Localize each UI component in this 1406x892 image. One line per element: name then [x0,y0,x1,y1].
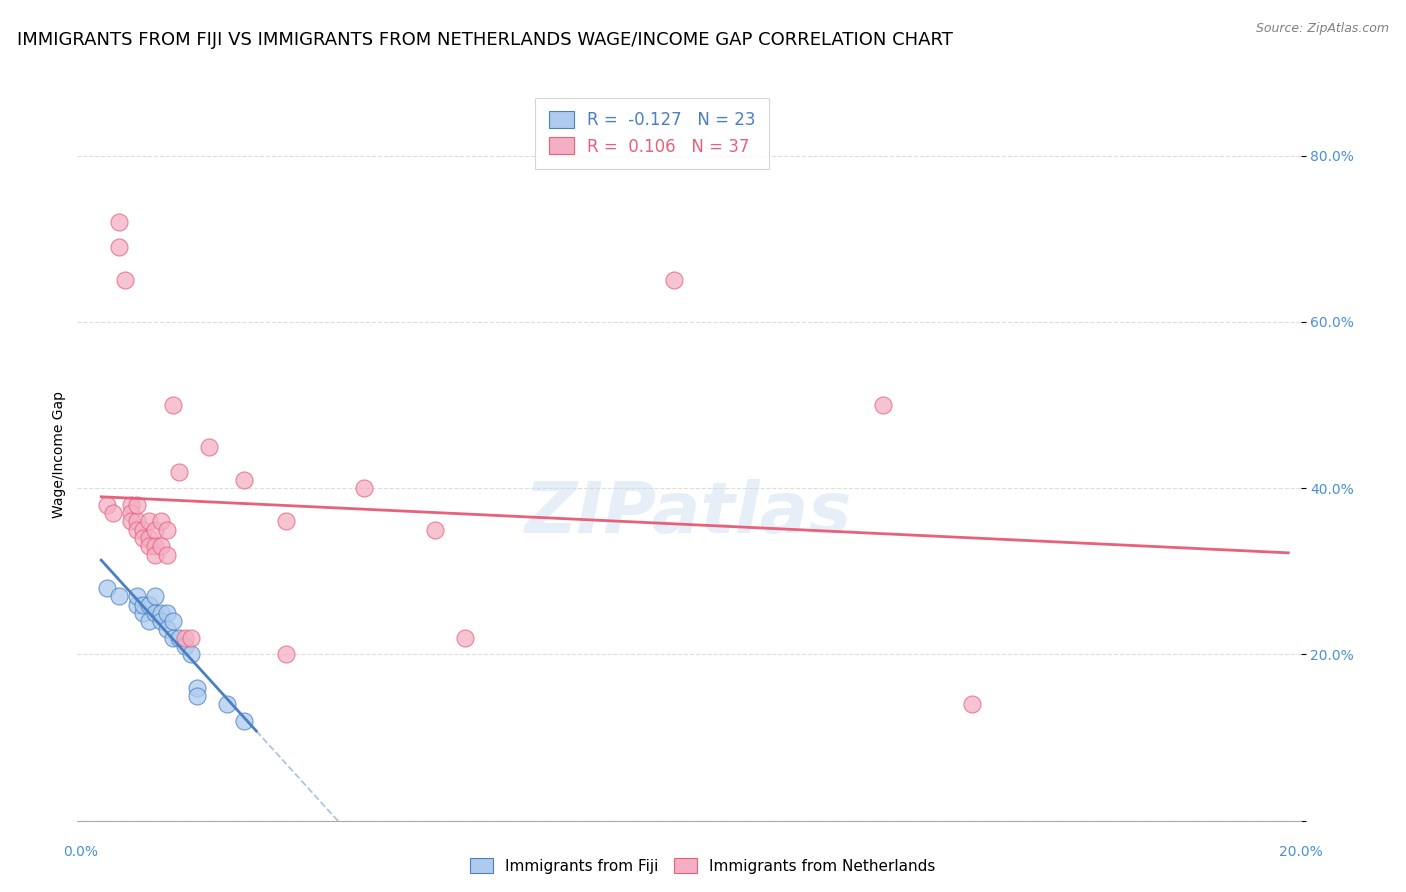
Point [162,398,184,412]
Point [180,648,202,662]
Point [425,523,447,537]
Point [186,689,208,703]
Point [454,631,477,645]
Point [149,614,172,628]
Point [143,589,166,603]
Point [180,631,202,645]
Point [233,714,256,728]
Text: Source: ZipAtlas.com: Source: ZipAtlas.com [1256,22,1389,36]
Point [108,215,131,229]
Point [962,698,984,712]
Text: 20.0%: 20.0% [1278,845,1323,859]
Point [167,631,190,645]
Point [138,515,160,529]
Point [149,515,172,529]
Point [125,523,148,537]
Point [108,240,131,254]
Point [132,598,155,612]
Point [149,539,172,553]
Point [132,523,155,537]
Point [108,589,131,603]
Text: 0.0%: 0.0% [63,845,97,859]
Point [125,598,148,612]
Point [186,681,208,695]
Text: IMMIGRANTS FROM FIJI VS IMMIGRANTS FROM NETHERLANDS WAGE/INCOME GAP CORRELATION : IMMIGRANTS FROM FIJI VS IMMIGRANTS FROM … [17,31,953,49]
Point [162,614,184,628]
Point [132,606,155,620]
Legend: R =  -0.127   N = 23, R =  0.106   N = 37: R = -0.127 N = 23, R = 0.106 N = 37 [536,97,769,169]
Point [132,531,155,545]
Point [143,539,166,553]
Point [276,648,298,662]
Legend: Immigrants from Fiji, Immigrants from Netherlands: Immigrants from Fiji, Immigrants from Ne… [464,852,942,880]
Point [143,523,166,537]
Point [138,614,160,628]
Point [872,398,894,412]
Point [120,515,142,529]
Point [138,531,160,545]
Point [276,515,298,529]
Point [167,465,190,479]
Point [197,440,219,454]
Point [120,506,142,520]
Point [125,515,148,529]
Point [149,606,172,620]
Point [156,623,179,637]
Point [156,523,179,537]
Point [162,631,184,645]
Point [143,606,166,620]
Point [114,273,136,287]
Point [125,589,148,603]
Y-axis label: Wage/Income Gap: Wage/Income Gap [52,392,66,518]
Point [125,498,148,512]
Point [215,698,238,712]
Point [96,498,118,512]
Point [233,473,256,487]
Point [120,498,142,512]
Point [156,548,179,562]
Point [138,539,160,553]
Point [173,631,195,645]
Point [353,481,375,495]
Point [173,639,195,653]
Point [156,606,179,620]
Point [101,506,124,520]
Point [143,548,166,562]
Point [96,581,118,595]
Point [138,598,160,612]
Text: ZIPatlas: ZIPatlas [526,479,852,548]
Point [662,273,685,287]
